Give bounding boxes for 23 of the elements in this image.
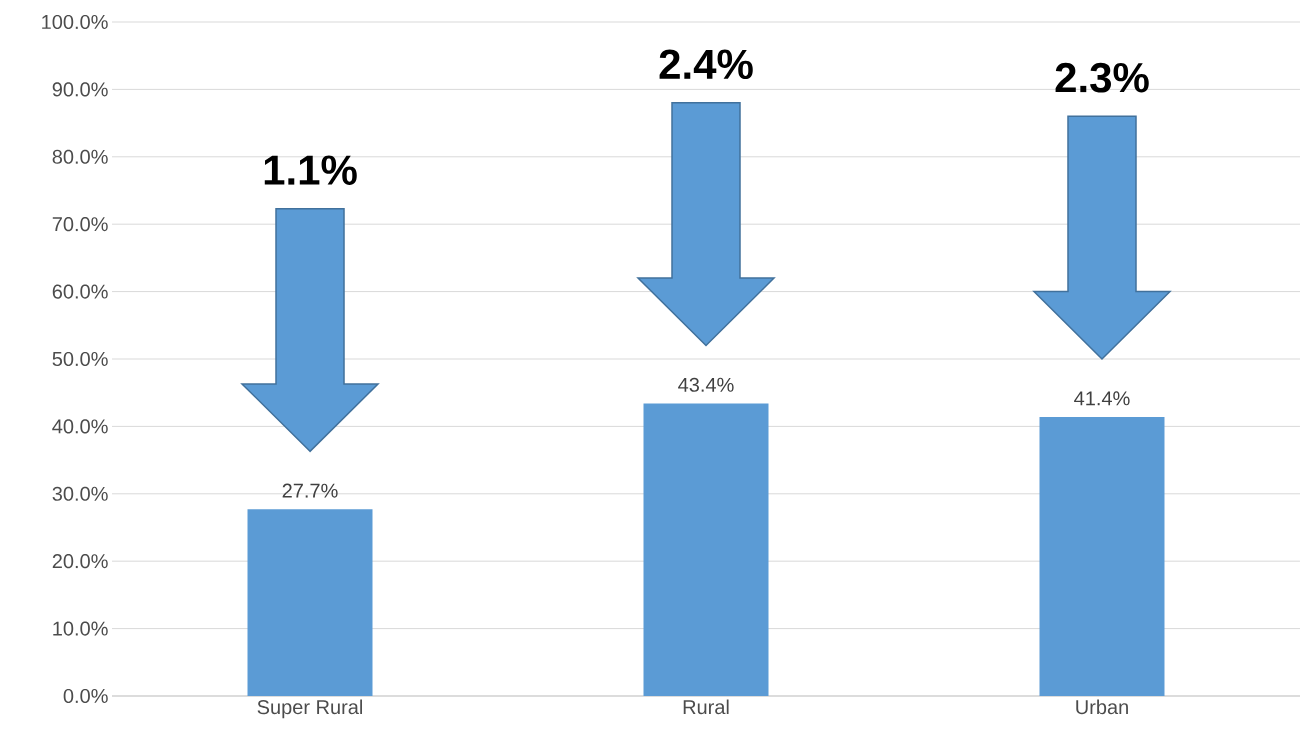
x-tick-label: Urban — [1076, 699, 1128, 715]
bar — [643, 403, 769, 696]
data-label: 27.7% — [282, 483, 338, 498]
y-tick-label: 10.0% — [53, 621, 108, 636]
y-tick-label: 50.0% — [52, 351, 108, 367]
y-tick-label: 80.0% — [52, 149, 108, 164]
annotation: 2.4% — [659, 49, 753, 80]
y-tick-label: 60.0% — [52, 284, 108, 299]
y-tick-label: 30.0% — [52, 486, 108, 501]
y-tick-label: 0.0% — [63, 688, 108, 704]
data-label: 43.4% — [678, 377, 734, 392]
y-tick-label: 70.0% — [52, 217, 108, 232]
bar — [1039, 416, 1165, 696]
bar — [247, 509, 373, 696]
y-tick-label: 90.0% — [52, 82, 108, 97]
x-tick-label: Rural — [683, 699, 729, 715]
y-tick-label: 100.0% — [42, 14, 108, 30]
data-label: 41.4% — [1074, 391, 1130, 406]
y-tick-label: 40.0% — [52, 419, 108, 434]
y-tick-label: 20.0% — [52, 554, 108, 569]
annotation: 1.1% — [264, 155, 357, 185]
x-tick-label: Super Rural — [257, 699, 362, 719]
annotation: 2.3% — [1055, 62, 1149, 93]
